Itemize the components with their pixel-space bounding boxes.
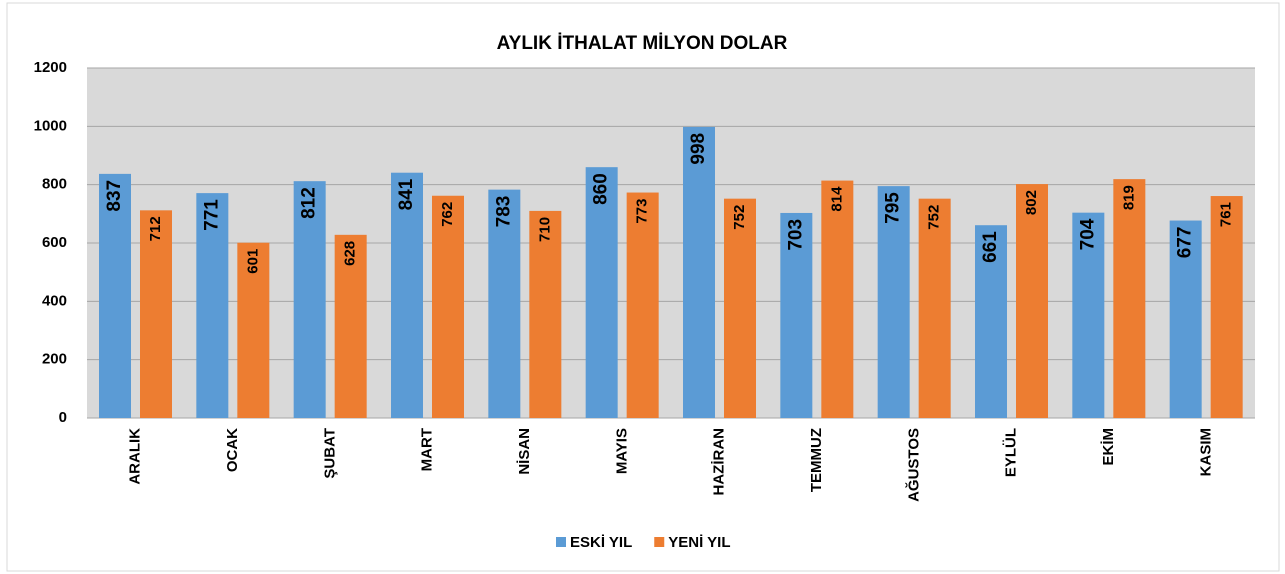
legend-swatch: [556, 537, 566, 547]
bar: [1210, 196, 1243, 418]
bar: [334, 234, 367, 418]
data-label: 704: [1077, 218, 1098, 250]
bar: [724, 198, 756, 418]
legend-swatch: [654, 537, 665, 547]
bar: [821, 180, 854, 418]
x-tick-label: ARALIK: [127, 428, 144, 485]
bar: [99, 173, 131, 418]
bar: [529, 210, 562, 418]
y-tick-label: 1000: [34, 117, 67, 134]
data-label: 773: [634, 199, 651, 224]
bar: [391, 172, 423, 418]
data-label: 998: [688, 133, 709, 165]
data-label: 814: [828, 186, 845, 212]
y-tick-label: 0: [59, 409, 67, 426]
bar: [293, 181, 326, 418]
data-label: 860: [591, 173, 612, 205]
y-tick-label: 200: [42, 351, 67, 368]
bar: [918, 198, 951, 418]
data-label: 841: [396, 178, 417, 210]
x-tick-label: MART: [419, 428, 436, 471]
data-label: 771: [201, 199, 222, 231]
data-label: 710: [536, 217, 553, 242]
data-label: 819: [1120, 185, 1137, 210]
x-tick-label: AĞUSTOS: [904, 428, 922, 502]
x-tick-label: HAZİRAN: [711, 428, 728, 496]
data-label: 752: [731, 205, 748, 230]
data-label: 752: [926, 205, 943, 230]
y-tick-label: 800: [42, 176, 67, 193]
legend-label: ESKİ YIL: [570, 534, 632, 551]
bar: [626, 192, 659, 418]
bar: [683, 126, 715, 419]
data-label: 802: [1023, 190, 1040, 215]
x-tick-label: KASIM: [1197, 428, 1214, 476]
data-label: 762: [439, 202, 456, 227]
bar: [488, 189, 521, 418]
bar: [237, 242, 270, 418]
x-tick-label: ŞUBAT: [321, 428, 338, 479]
bar: [1169, 220, 1202, 418]
bar: [140, 210, 172, 418]
data-label: 795: [883, 192, 904, 224]
x-tick-label: OCAK: [224, 428, 241, 472]
bar: [975, 225, 1007, 418]
bar: [1016, 184, 1048, 418]
bar: [585, 167, 618, 418]
bar: [1113, 179, 1146, 418]
data-label: 783: [493, 196, 514, 228]
data-label: 712: [147, 216, 164, 241]
data-label: 628: [342, 241, 359, 266]
data-label: 601: [244, 249, 261, 274]
x-tick-label: MAYIS: [613, 428, 630, 474]
bar: [1072, 212, 1105, 418]
data-label: 837: [104, 180, 125, 212]
data-label: 703: [785, 219, 806, 251]
y-tick-label: 1200: [34, 59, 67, 76]
x-tick-label: TEMMUZ: [808, 428, 825, 492]
bar: [780, 212, 813, 418]
data-label: 677: [1175, 227, 1196, 259]
bar: [432, 195, 464, 418]
bar: [877, 186, 910, 418]
x-tick-label: NİSAN: [516, 428, 533, 475]
bar: [196, 193, 229, 418]
data-label: 812: [299, 187, 320, 219]
data-label: 661: [980, 231, 1001, 263]
x-tick-label: EKİM: [1100, 428, 1117, 466]
legend-label: YENİ YIL: [668, 534, 730, 551]
y-tick-label: 400: [42, 292, 67, 309]
y-tick-label: 600: [42, 234, 67, 251]
data-label: 761: [1218, 202, 1235, 227]
chart-title: AYLIK İTHALAT MİLYON DOLAR: [497, 33, 788, 54]
x-tick-label: EYLÜL: [1003, 428, 1020, 477]
